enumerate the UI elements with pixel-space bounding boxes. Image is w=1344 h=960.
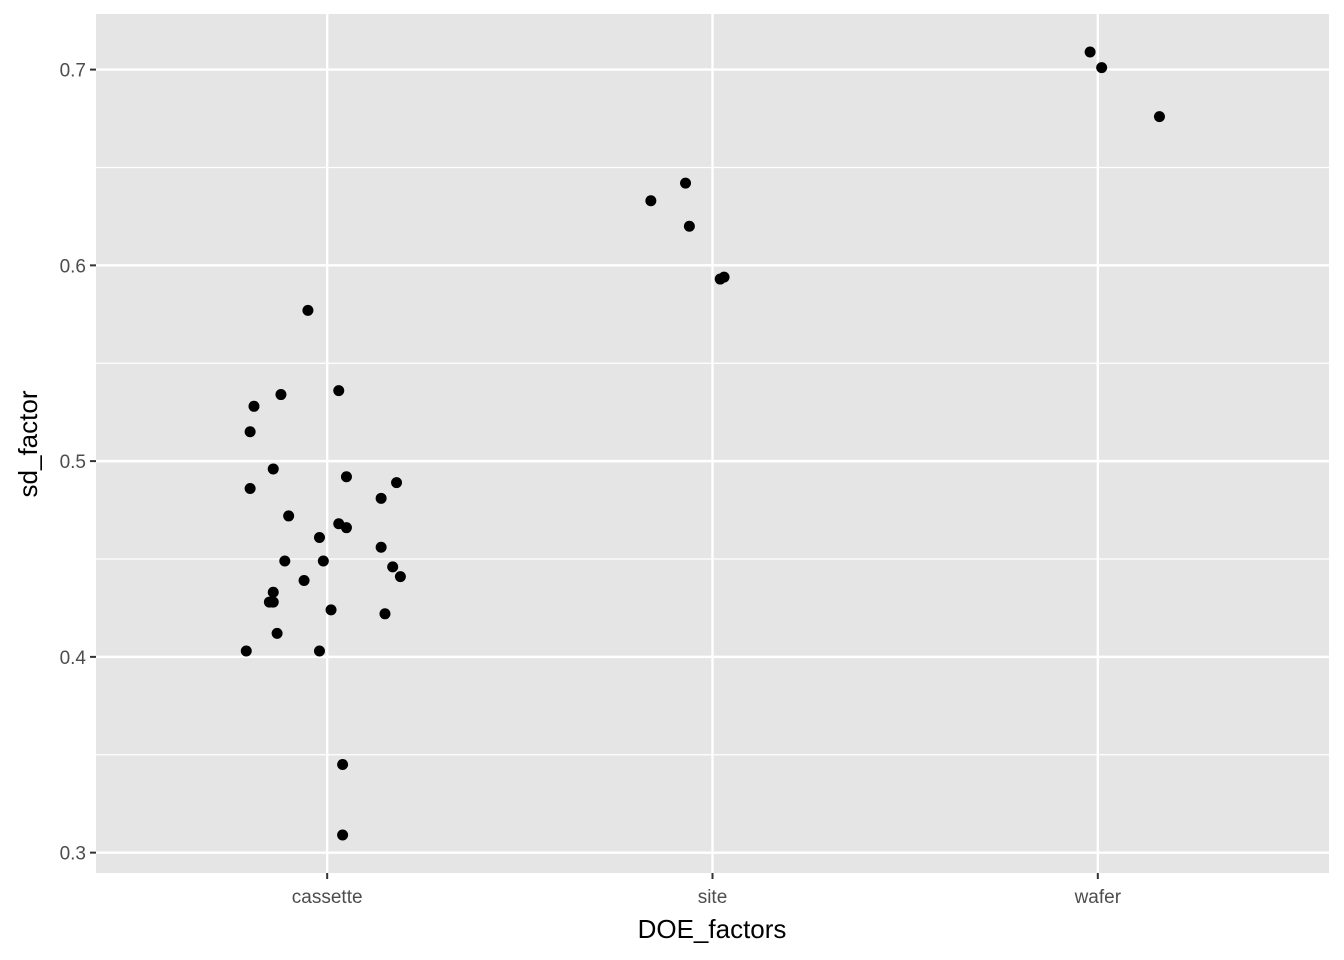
data-point [680,177,692,189]
data-point [313,531,325,543]
data-point [275,389,287,401]
y-tick-label: 0.7 [60,61,86,82]
data-point [394,571,406,583]
data-point [718,271,730,283]
y-tick-label: 0.5 [60,452,86,473]
x-tick-label: site [698,887,728,908]
y-axis-ticks: 0.3 0.4 0.5 0.6 0.7 [60,61,96,865]
y-tick-label: 0.6 [60,256,86,277]
data-point [375,541,387,553]
x-axis-title: DOE_factors [638,914,787,944]
data-point [283,510,295,522]
data-point [1096,62,1108,74]
data-point [683,220,695,232]
data-point [325,604,337,616]
y-axis-title: sd_factor [13,390,43,497]
data-point [313,645,325,657]
data-point [271,627,283,639]
data-point [1084,46,1096,58]
data-point [248,400,260,412]
data-point [337,829,349,841]
data-point [375,492,387,504]
data-point [340,471,352,483]
x-axis-ticks: cassette site wafer [292,873,1122,908]
data-point [244,483,256,495]
data-point [337,759,349,771]
data-point [240,645,252,657]
x-tick-label: wafer [1074,887,1122,908]
data-point [391,477,403,489]
data-point [267,586,279,598]
data-points [240,46,1165,841]
data-point [298,575,310,587]
data-point [267,596,279,608]
data-point [379,608,391,620]
data-point [387,561,399,573]
major-gridlines [96,14,1329,873]
data-point [317,555,329,567]
y-tick-label: 0.3 [60,844,86,865]
x-tick-label: cassette [292,887,363,908]
data-point [267,463,279,475]
y-tick-label: 0.4 [60,648,87,669]
data-point [279,555,291,567]
data-point [333,385,345,397]
data-point [645,195,657,207]
data-point [1153,111,1165,123]
data-point [244,426,256,438]
data-point [340,522,352,534]
data-point [302,304,314,316]
